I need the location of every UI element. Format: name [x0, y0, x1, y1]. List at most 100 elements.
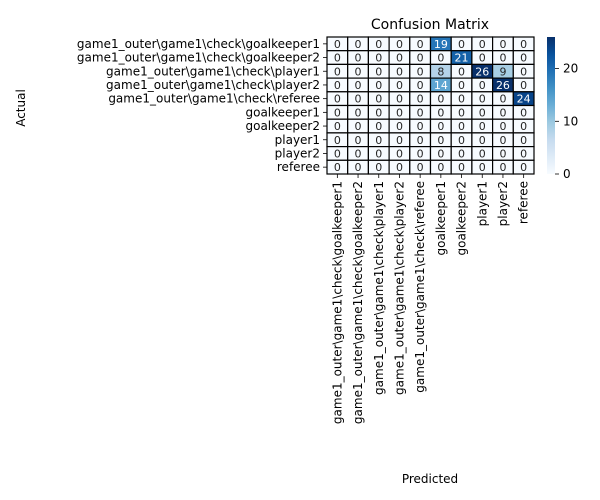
heatmap-grid: 0 0 0 0 0 19 0 0 0 00 0 0 0 0 0 21 0 0 00 0 0 0 0 8 0 26 9 00 0 0 0 0 14…	[326, 36, 535, 175]
cell-value-label: 0	[499, 161, 506, 174]
row-tick-label: game1_outer\game1\check\referee	[108, 92, 320, 106]
cell-value-label: 0	[334, 106, 341, 119]
cell-value-label: 0	[396, 52, 403, 65]
cell-value-label: 0	[396, 38, 403, 51]
cell-value-label: 0	[479, 52, 486, 65]
cell-value-label: 0	[520, 79, 527, 92]
cell-value-label: 0	[499, 120, 506, 133]
cell-value-label: 0	[417, 38, 424, 51]
row-tick-label: game1_outer\game1\check\player1	[106, 64, 320, 78]
column-tick-label: player1	[475, 181, 489, 226]
cell-value-label: 0	[417, 120, 424, 133]
row-tick-label: game1_outer\game1\check\goalkeeper1	[77, 37, 320, 51]
cell-value-label: 0	[479, 79, 486, 92]
cell-value-label: 0	[479, 38, 486, 51]
cell-value-label: 0	[396, 79, 403, 92]
cell-value-label: 0	[334, 147, 341, 160]
cell-value-label: 0	[334, 161, 341, 174]
chart-title: Confusion Matrix	[371, 17, 489, 33]
cell-value-label: 0	[458, 38, 465, 51]
cell-value-label: 0	[334, 93, 341, 106]
cell-value-label: 24	[517, 93, 531, 106]
colorbar-tick-label: 20	[563, 62, 578, 76]
cell-value-label: 0	[499, 38, 506, 51]
cell-value-label: 0	[458, 106, 465, 119]
column-tick-label: referee	[517, 181, 531, 224]
cell-value-label: 14	[434, 79, 448, 92]
cell-value-label: 0	[334, 134, 341, 147]
column-tick-label: game1_outer\game1\check\goalkeeper2	[351, 181, 365, 424]
cell-value-label: 0	[375, 147, 382, 160]
cell-value-label: 0	[417, 79, 424, 92]
cell-value-label: 0	[396, 134, 403, 147]
cell-value-label: 0	[520, 120, 527, 133]
cell-value-label: 21	[455, 52, 469, 65]
cell-value-label: 0	[355, 134, 362, 147]
cell-value-label: 0	[458, 161, 465, 174]
cell-value-label: 26	[496, 79, 510, 92]
row-tick-labels: game1_outer\game1\check\goalkeeper1game1…	[77, 37, 327, 174]
cell-value-label: 0	[458, 134, 465, 147]
cell-value-label: 0	[375, 52, 382, 65]
cell-value-label: 0	[334, 79, 341, 92]
column-tick-label: player2	[496, 181, 510, 226]
cell-value-label: 0	[355, 106, 362, 119]
cell-value-label: 0	[396, 106, 403, 119]
column-tick-label: game1_outer\game1\check\player2	[392, 181, 406, 395]
colorbar: 0 10 20	[547, 37, 578, 181]
cell-value-label: 0	[375, 120, 382, 133]
cell-value-label: 26	[475, 65, 489, 78]
row-tick-label: goalkeeper2	[245, 119, 320, 133]
cell-value-label: 0	[396, 147, 403, 160]
cell-value-label: 0	[520, 65, 527, 78]
cell-value-label: 0	[499, 134, 506, 147]
column-tick-label: goalkeeper2	[455, 181, 469, 256]
cell-value-label: 0	[437, 52, 444, 65]
cell-value-label: 0	[396, 161, 403, 174]
cell-value-label: 0	[334, 52, 341, 65]
cell-value-label: 0	[355, 147, 362, 160]
cell-value-label: 0	[437, 161, 444, 174]
colorbar-tick-label: 10	[563, 114, 578, 128]
cell-value-label: 0	[437, 147, 444, 160]
cell-value-label: 0	[417, 52, 424, 65]
cell-value-label: 0	[437, 106, 444, 119]
cell-value-label: 19	[434, 38, 448, 51]
x-axis-label: Predicted	[402, 472, 458, 486]
cell-value-label: 0	[458, 120, 465, 133]
cell-value-label: 0	[520, 134, 527, 147]
cell-value-label: 0	[479, 120, 486, 133]
cell-value-label: 0	[417, 134, 424, 147]
cell-value-label: 0	[417, 161, 424, 174]
cell-value-label: 0	[437, 134, 444, 147]
cell-value-label: 0	[355, 120, 362, 133]
cell-value-label: 0	[417, 93, 424, 106]
column-tick-label: game1_outer\game1\check\goalkeeper1	[330, 181, 344, 424]
cell-value-label: 0	[396, 65, 403, 78]
cell-value-label: 0	[355, 93, 362, 106]
cell-value-label: 0	[479, 147, 486, 160]
row-tick-label: player2	[275, 146, 320, 160]
cell-value-label: 0	[355, 79, 362, 92]
cell-value-label: 0	[375, 93, 382, 106]
cell-value-label: 0	[375, 79, 382, 92]
cell-value-label: 0	[499, 93, 506, 106]
cell-value-label: 0	[458, 65, 465, 78]
row-tick-label: player1	[275, 133, 320, 147]
column-tick-label: game1_outer\game1\check\player1	[372, 181, 386, 395]
row-tick-label: game1_outer\game1\check\goalkeeper2	[77, 51, 320, 65]
cell-value-label: 0	[520, 161, 527, 174]
cell-value-label: 0	[479, 93, 486, 106]
cell-value-label: 0	[520, 147, 527, 160]
row-tick-label: goalkeeper1	[245, 105, 320, 119]
cell-value-label: 0	[458, 93, 465, 106]
cell-value-label: 0	[417, 106, 424, 119]
column-tick-label: goalkeeper1	[434, 181, 448, 256]
cell-value-label: 0	[355, 161, 362, 174]
cell-value-label: 0	[417, 65, 424, 78]
row-tick-label: game1_outer\game1\check\player2	[106, 78, 320, 92]
cell-value-label: 9	[499, 65, 506, 78]
cell-value-label: 0	[520, 106, 527, 119]
cell-value-label: 0	[499, 147, 506, 160]
